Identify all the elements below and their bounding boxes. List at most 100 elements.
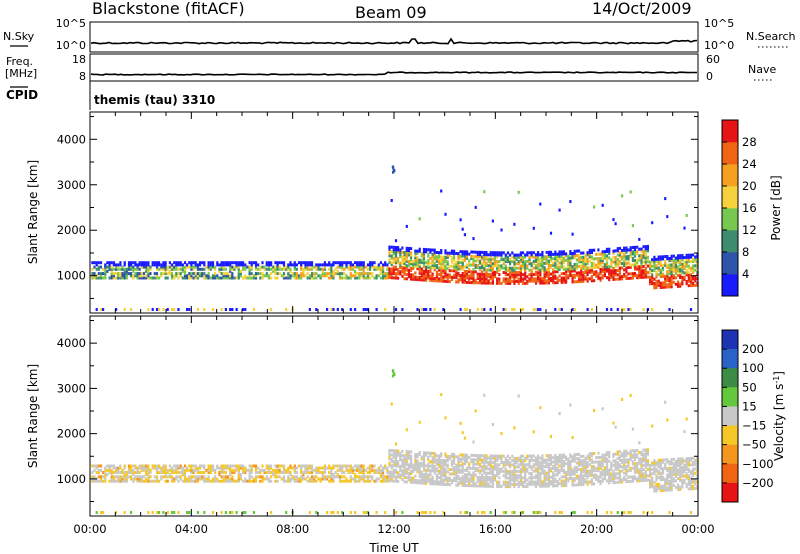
- scatter-cell: [207, 468, 210, 472]
- scatter-cell: [431, 469, 434, 473]
- scatter-cell: [401, 266, 404, 270]
- scatter-cell: [554, 274, 557, 278]
- scatter-cell: [138, 263, 141, 267]
- scatter-cell: [545, 482, 548, 486]
- scatter-cell: [511, 271, 514, 274]
- scatter-cell: [435, 275, 438, 278]
- scatter-cell: [472, 484, 475, 488]
- scatter-cell: [610, 476, 613, 480]
- scatter-cell: [465, 280, 469, 284]
- scatter-cell: [274, 269, 277, 273]
- scatter-cell: [345, 464, 348, 468]
- scatter-cell: [481, 281, 484, 285]
- scatter-cell: [646, 255, 649, 259]
- scatter-cell: [102, 511, 105, 514]
- scatter-cell: [478, 255, 482, 259]
- scatter-cell: [397, 248, 400, 252]
- power-colorbar-swatches: [722, 120, 738, 297]
- scatter-cell: [565, 269, 568, 273]
- scatter-cell: [151, 263, 154, 267]
- scatter-cell: [468, 464, 471, 468]
- scatter-cell: [558, 254, 561, 258]
- nsky-tick-bottom: 10^0: [56, 39, 86, 52]
- scatter-cell: [521, 281, 525, 285]
- scatter-cell: [616, 465, 619, 469]
- scatter-cell: [461, 453, 464, 457]
- scatter-cell: [506, 472, 510, 475]
- scatter-cell: [689, 469, 693, 473]
- scatter-cell: [601, 267, 604, 271]
- scatter-cell: [565, 479, 568, 483]
- scatter-cell: [453, 468, 456, 472]
- scatter-cell: [597, 464, 600, 468]
- scatter-cell: [231, 464, 234, 468]
- scatter-cell: [584, 467, 587, 471]
- scatter-cell: [664, 274, 667, 278]
- scatter-cell: [136, 471, 139, 474]
- scatter-cell: [425, 475, 428, 479]
- scatter-cell: [192, 265, 195, 269]
- scatter-cell: [552, 471, 555, 475]
- scatter-cell: [524, 474, 527, 478]
- scatter-cell: [532, 463, 535, 467]
- scatter-cell: [132, 464, 135, 468]
- scatter-cell: [218, 263, 221, 267]
- scatter-cell: [196, 263, 199, 267]
- scatter-cell: [653, 260, 656, 264]
- scatter-cell: [433, 279, 436, 283]
- scatter-cell: [226, 479, 230, 483]
- scatter-cell: [338, 276, 342, 280]
- scatter-cell: [651, 485, 654, 489]
- scatter-cell: [541, 456, 544, 460]
- scatter-cell: [278, 471, 281, 474]
- scatter-cell: [392, 256, 395, 260]
- scatter-cell: [418, 258, 421, 262]
- scatter-cell: [511, 275, 514, 279]
- scatter-cell: [610, 511, 613, 514]
- scatter-cell: [427, 473, 430, 477]
- scatter-cell: [621, 452, 624, 456]
- scatter-cell: [489, 253, 492, 257]
- scatter-cell: [666, 272, 669, 276]
- scatter-cell: [214, 471, 217, 474]
- scatter-cell: [179, 466, 182, 470]
- scatter-cell: [323, 267, 326, 271]
- scatter-cell: [588, 473, 591, 477]
- scatter-cell: [651, 273, 654, 277]
- scatter-cell: [179, 267, 182, 271]
- scatter-cell: [351, 274, 354, 278]
- scatter-cell: [590, 465, 593, 469]
- scatter-cell: [608, 271, 611, 275]
- scatter-cell: [586, 251, 589, 255]
- scatter-cell: [465, 308, 469, 311]
- scatter-cell: [142, 276, 146, 280]
- scatter-cell: [588, 266, 591, 270]
- scatter-cell: [534, 281, 538, 285]
- scatter-cell: [618, 275, 621, 279]
- scatter-cell: [689, 478, 693, 482]
- scatter-cell: [393, 168, 396, 172]
- scatter-cell: [519, 273, 522, 277]
- scatter-cell: [267, 466, 270, 470]
- scatter-cell: [468, 482, 471, 485]
- scatter-cell: [625, 248, 628, 252]
- scatter-cell: [399, 464, 402, 468]
- scatter-cell: [386, 274, 389, 278]
- scatter-cell: [588, 259, 591, 263]
- scatter-cell: [123, 269, 126, 273]
- scatter-cell: [446, 480, 449, 484]
- scatter-cell: [558, 412, 561, 416]
- scatter-cell: [547, 266, 550, 270]
- scatter-cell: [657, 482, 660, 486]
- scatter-cell: [455, 271, 458, 275]
- scatter-cell: [474, 482, 477, 486]
- scatter-cell: [590, 261, 593, 265]
- scatter-cell: [586, 511, 589, 514]
- scatter-cell: [304, 263, 307, 267]
- scatter-cell: [661, 268, 665, 272]
- scatter-cell: [655, 482, 658, 486]
- scatter-cell: [455, 280, 458, 284]
- scatter-cell: [666, 255, 669, 258]
- scatter-cell: [655, 476, 658, 480]
- scatter-cell: [496, 463, 499, 467]
